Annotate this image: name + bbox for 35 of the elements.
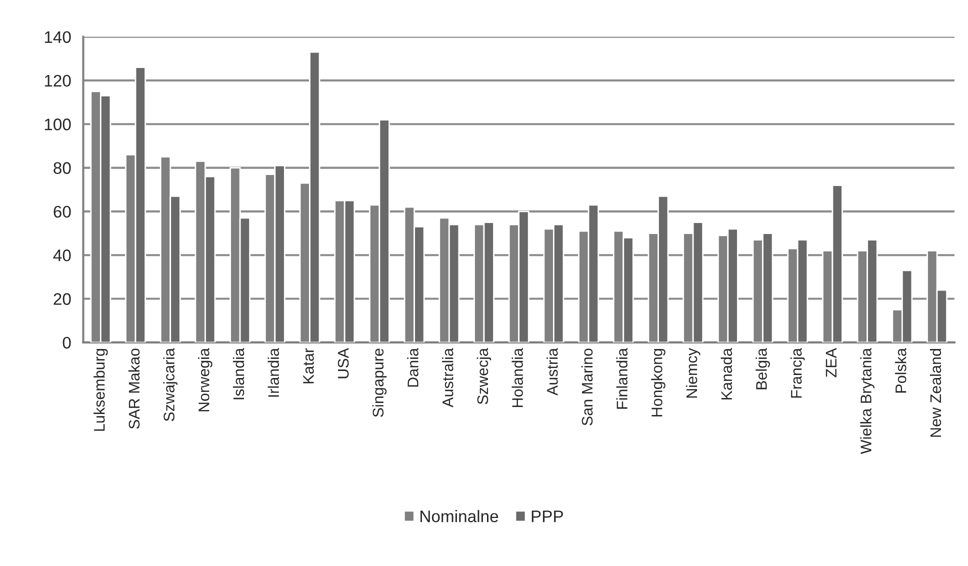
x-tick-label: Holandia	[512, 348, 523, 408]
y-tick-label: 0	[62, 336, 71, 349]
x-tick-label: Szwajcaria	[163, 348, 178, 422]
x-tick-label: Hongkong	[651, 348, 666, 416]
x-tick-label: Singapure	[372, 348, 387, 417]
y-tick-label: 60	[54, 206, 71, 218]
x-tick-label: Kanada	[720, 348, 732, 400]
x-tick-label: Luksemburg	[94, 348, 108, 431]
legend-label: PPP	[532, 510, 563, 522]
x-tick-label: Katar	[303, 348, 314, 384]
x-tick-label: Norwegia	[198, 348, 212, 412]
x-tick-label: San Marino	[581, 348, 593, 426]
legend-label: Nominalne	[420, 510, 498, 522]
x-tick-label: New Zealand	[930, 348, 942, 437]
x-tick-label: Dania	[407, 348, 418, 387]
y-tick-label: 20	[54, 293, 71, 305]
y-tick-label: 120	[44, 74, 71, 87]
x-tick-label: Austria	[546, 348, 558, 396]
x-tick-label: Polska	[895, 348, 906, 393]
x-tick-label: Finlandia	[616, 348, 628, 409]
x-tick-label: SAR Makao	[128, 348, 140, 429]
y-tick-label: 80	[54, 162, 71, 174]
x-tick-label: Islandia	[232, 348, 244, 400]
y-tick-label: 100	[44, 118, 71, 130]
y-tick-label: 40	[53, 250, 71, 262]
y-tick-label: 140	[44, 31, 71, 43]
x-tick-label: Niemcy	[686, 348, 700, 398]
x-tick-label: USA	[338, 348, 349, 378]
x-tick-label: ZEA	[826, 348, 836, 378]
x-tick-label: Francja	[790, 348, 805, 398]
x-tick-label: Szwecja	[476, 348, 492, 404]
x-tick-label: Australia	[442, 348, 454, 408]
x-tick-label: Wielka Brytania	[860, 348, 874, 454]
x-tick-label: Irlandia	[268, 348, 280, 397]
x-tick-label: Belgia	[756, 348, 770, 390]
